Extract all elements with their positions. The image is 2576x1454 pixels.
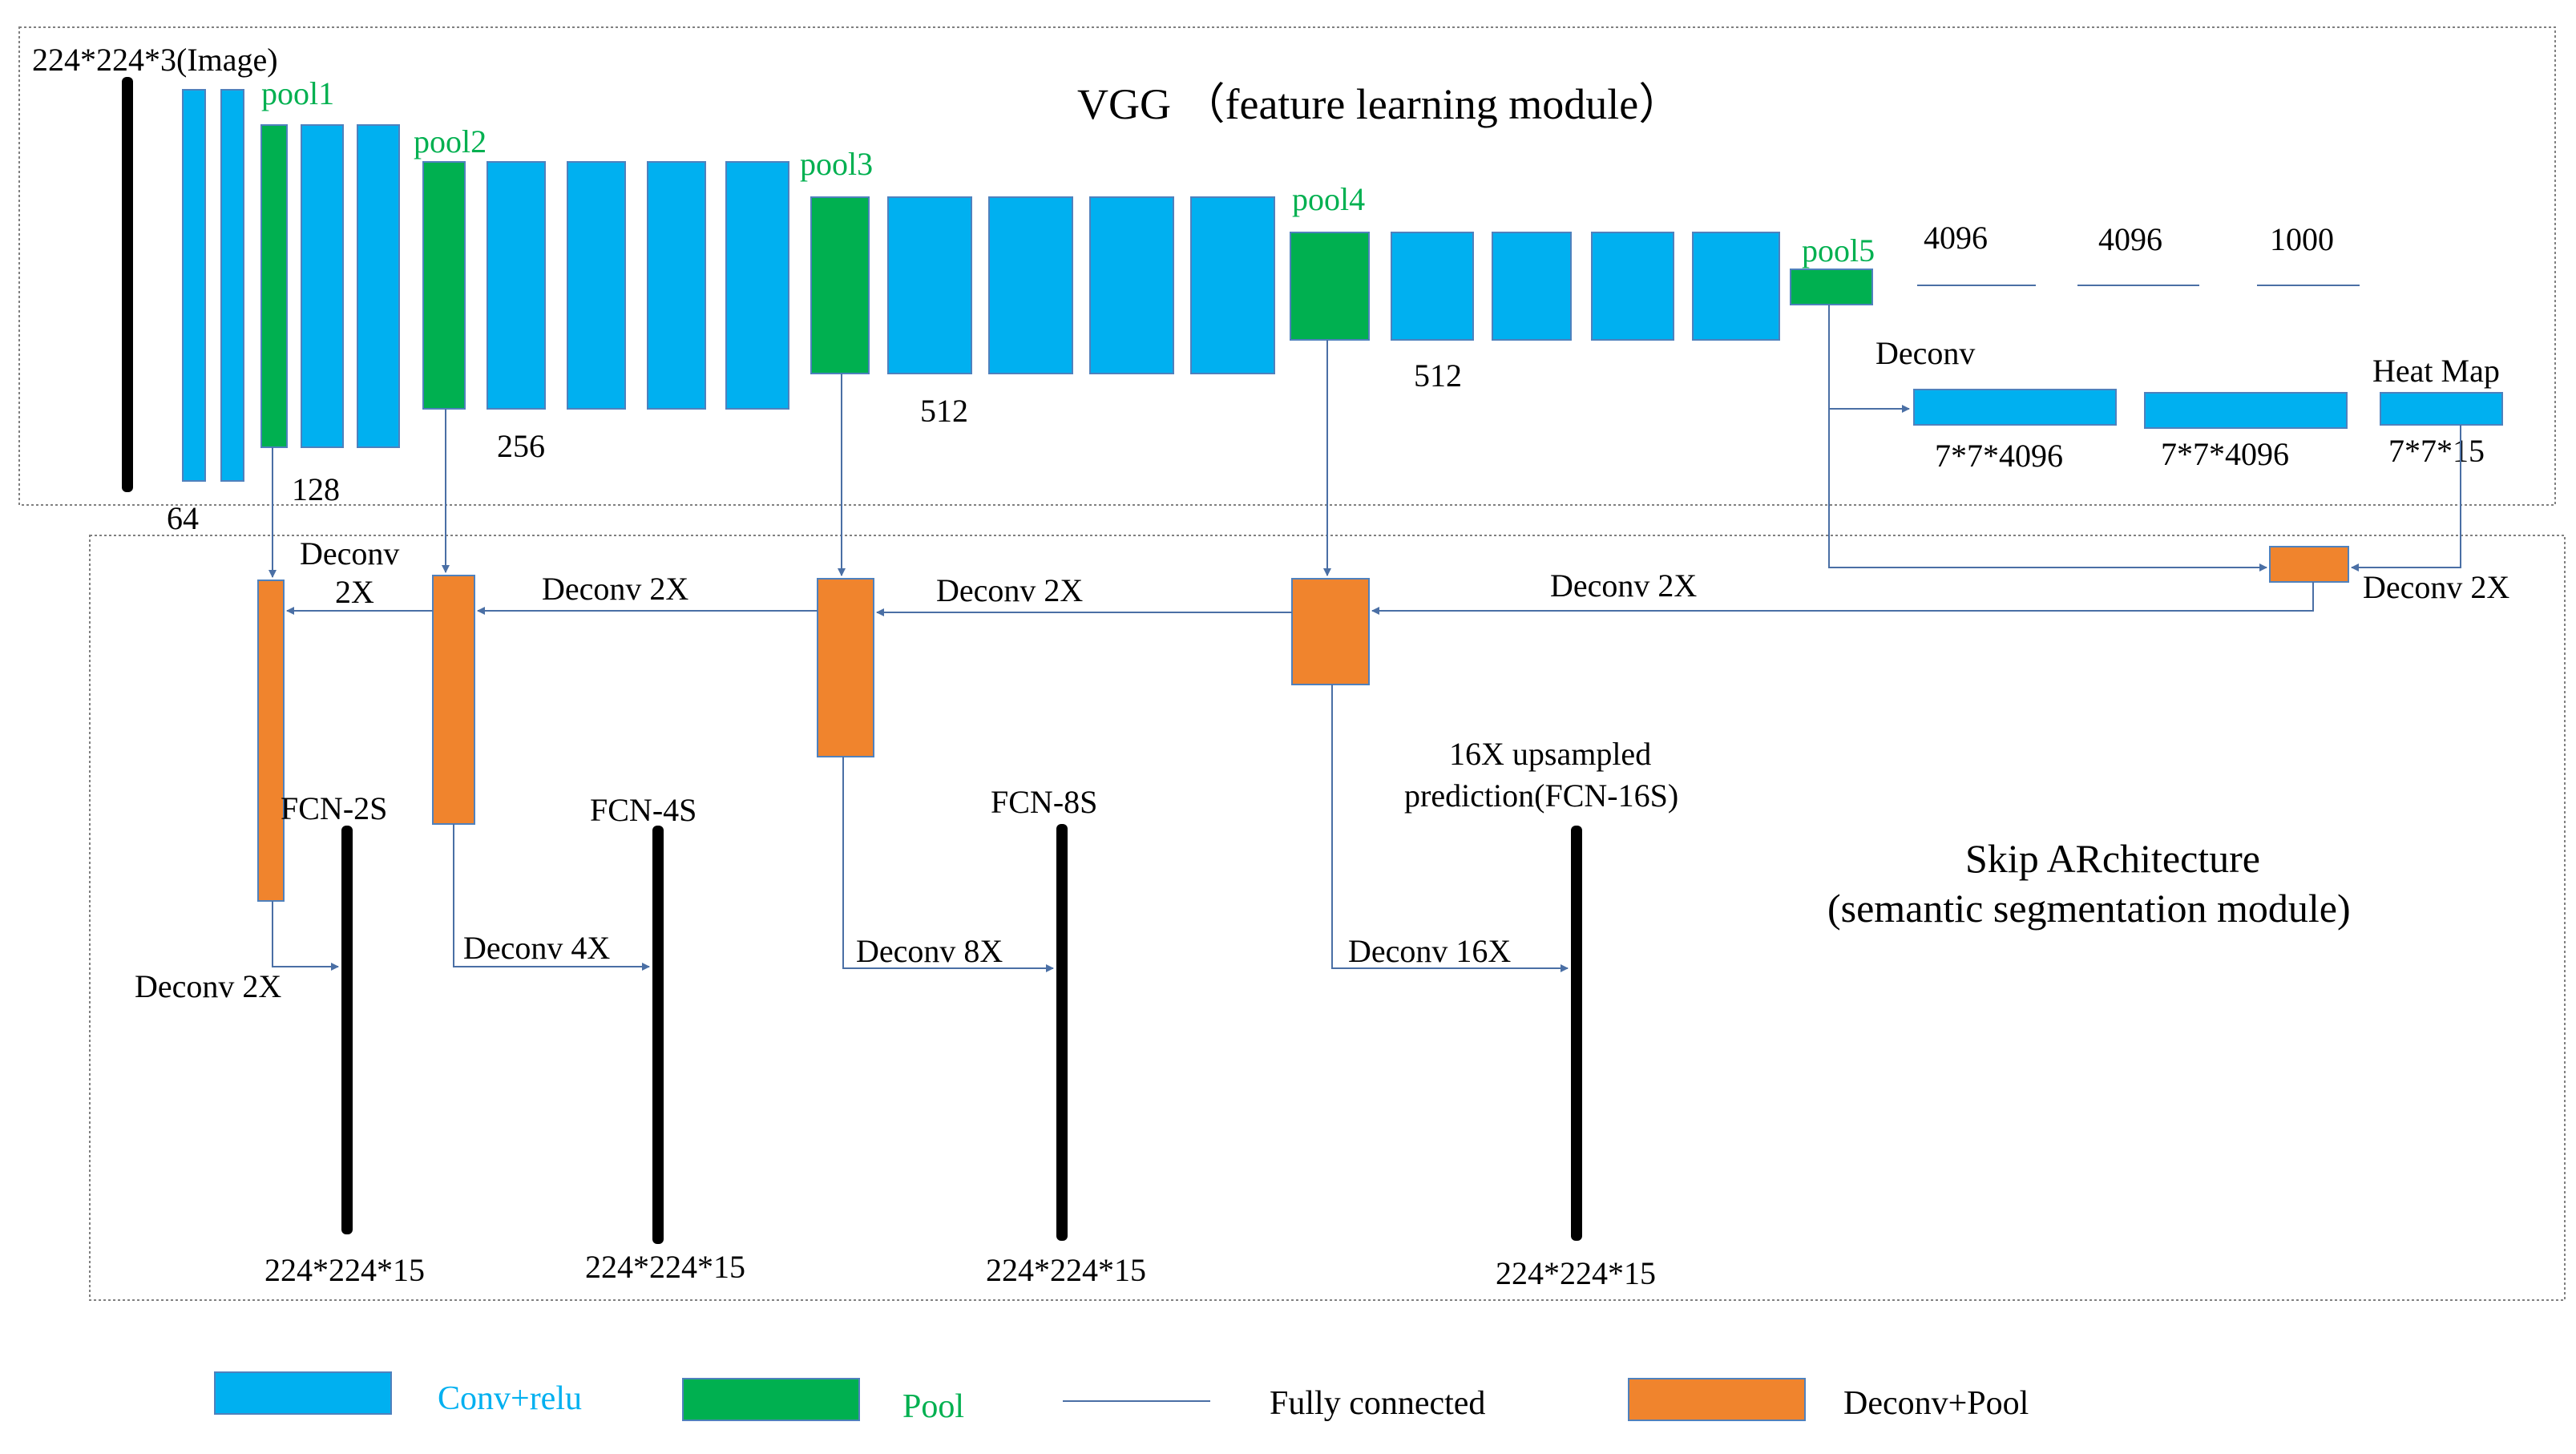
deconv2x-label-3: Deconv 2X <box>936 572 1083 608</box>
fcn2s-arrow <box>272 901 339 971</box>
pool2-layer <box>422 161 466 410</box>
channels-128: 128 <box>292 471 340 507</box>
heatmap-layer <box>2380 392 2503 426</box>
deconv-fc1 <box>1913 389 2117 426</box>
out-dim-fcn4s: 224*224*15 <box>585 1249 745 1285</box>
out-dim-fcn8s: 224*224*15 <box>986 1252 1146 1288</box>
deconv-dim2: 7*7*4096 <box>2161 436 2289 472</box>
conv4-4 <box>1190 196 1275 374</box>
channels-64: 64 <box>167 500 199 536</box>
deconv16x-label: Deconv 16X <box>1348 933 1511 969</box>
pool5-label: pool5 <box>1802 232 1875 269</box>
deconv8x-label: Deconv 8X <box>856 933 1003 969</box>
deconv2x-right: Deconv 2X <box>2363 569 2509 605</box>
skip-title-line1: Skip ARchitecture <box>1965 836 2260 881</box>
skip-title-line2: (semantic segmentation module) <box>1827 886 2351 931</box>
conv5-4 <box>1692 232 1780 341</box>
fc1-label: 4096 <box>1924 220 1988 256</box>
fcn16s-arrow <box>1331 685 1569 972</box>
deconv4x-label: Deconv 4X <box>463 930 610 966</box>
conv3-2 <box>567 161 626 410</box>
legend-fc-label: Fully connected <box>1270 1385 1485 1422</box>
fcn16s-label-line1: 16X upsampled <box>1449 736 1651 772</box>
fcn8s-arrow <box>842 757 1054 972</box>
fcn4s-arrow <box>453 824 650 971</box>
pool3-label: pool3 <box>800 146 873 182</box>
deconv2x-label-2: Deconv 2X <box>542 571 688 607</box>
skip-deconv-pool3 <box>817 578 874 757</box>
conv4-2 <box>988 196 1073 374</box>
fcn4s-label: FCN-4S <box>590 792 696 828</box>
legend-pool-swatch <box>682 1378 860 1421</box>
pool4-label: pool4 <box>1292 181 1365 217</box>
conv4-1 <box>887 196 972 374</box>
legend-pool-label: Pool <box>902 1388 964 1425</box>
conv3-4 <box>725 161 789 410</box>
skip-deconv-pool2 <box>432 575 475 825</box>
out-dim-fcn2s: 224*224*15 <box>264 1252 425 1288</box>
fcn8s-label: FCN-8S <box>991 784 1097 820</box>
channels-256: 256 <box>497 428 545 464</box>
vgg-module-frame <box>18 26 2556 506</box>
legend-conv-swatch <box>214 1371 392 1415</box>
pool5-layer <box>1790 269 1873 305</box>
deconv-word-label: Deconv <box>300 535 399 572</box>
heatmap-label: Heat Map <box>2372 353 2500 389</box>
out-dim-fcn16s: 224*224*15 <box>1496 1255 1656 1291</box>
output-fcn16s-bar <box>1571 826 1582 1241</box>
output-fcn4s-bar <box>652 826 664 1244</box>
conv1-2 <box>220 89 244 482</box>
vgg-title: VGG （feature learning module） <box>1077 80 1682 128</box>
input-image-bar <box>122 77 133 492</box>
channels-512b: 512 <box>1414 357 1462 394</box>
legend-deconv-label: Deconv+Pool <box>1843 1385 2029 1422</box>
deconv-label: Deconv <box>1875 335 1975 371</box>
skip-deconv-pool1 <box>257 580 285 902</box>
skip-deconv-heatmap <box>2269 546 2349 583</box>
deconv2x-bottom-label: Deconv 2X <box>135 968 281 1004</box>
input-label: 224*224*3(Image) <box>32 42 278 78</box>
legend-conv-label: Conv+relu <box>438 1380 582 1417</box>
fcn16s-label-line2: prediction(FCN-16S) <box>1404 777 1678 814</box>
output-fcn2s-bar <box>341 826 353 1234</box>
output-fcn8s-bar <box>1056 824 1068 1241</box>
deconv-dim3: 7*7*15 <box>2388 433 2485 469</box>
conv5-2 <box>1492 232 1572 341</box>
pool5-to-skip-arrow <box>1828 305 2267 572</box>
conv3-1 <box>487 161 546 410</box>
conv4-3 <box>1089 196 1174 374</box>
pool2-label: pool2 <box>414 123 487 160</box>
two-x-label: 2X <box>335 574 374 610</box>
fcn2s-label: FCN-2S <box>281 790 387 826</box>
deconv-dim1: 7*7*4096 <box>1935 438 2063 474</box>
pool1-label: pool1 <box>261 75 334 111</box>
pool4-layer <box>1290 232 1370 341</box>
conv2-2 <box>357 124 400 448</box>
skip-deconv-pool4 <box>1291 578 1370 685</box>
conv1-1 <box>182 89 206 482</box>
heatmap-to-skip-arrow <box>2351 425 2461 572</box>
deconv2x-label-4: Deconv 2X <box>1550 567 1697 604</box>
deconv-heatmap-to-pool4-arrow <box>1371 582 2314 615</box>
channels-512a: 512 <box>920 393 968 429</box>
fc2-label: 4096 <box>2098 221 2162 257</box>
conv3-3 <box>647 161 706 410</box>
conv5-3 <box>1591 232 1674 341</box>
conv5-1 <box>1391 232 1474 341</box>
conv2-1 <box>301 124 344 448</box>
pool3-layer <box>810 196 870 374</box>
fc3-label: 1000 <box>2270 221 2334 257</box>
deconv-fc2 <box>2144 392 2348 429</box>
legend-deconv-swatch <box>1628 1378 1806 1421</box>
pool1-layer <box>260 124 288 448</box>
